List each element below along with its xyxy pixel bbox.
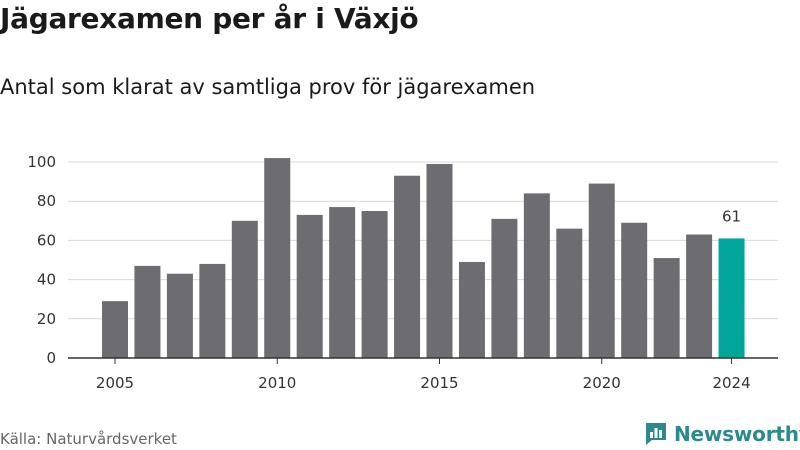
bars xyxy=(102,158,745,358)
bar-2024 xyxy=(718,238,745,358)
bar-2012 xyxy=(329,207,356,358)
chart-subtitle: Antal som klarat av samtliga prov för jä… xyxy=(0,75,536,99)
newsworthy-logo-icon xyxy=(646,423,666,445)
bar-2014 xyxy=(394,175,421,358)
y-tick-label: 20 xyxy=(37,310,56,328)
y-tick-label: 0 xyxy=(46,349,56,367)
bar-2006 xyxy=(134,265,161,358)
bar-2015 xyxy=(426,163,453,358)
y-tick-label: 100 xyxy=(27,153,56,171)
bar-2023 xyxy=(686,234,713,358)
bar-chart: 0 20 40 60 80 100 2005 2010 2015 2020 2024 61 xyxy=(27,153,778,392)
bar-2020 xyxy=(588,183,615,358)
bar-2019 xyxy=(556,228,583,358)
bar-2007 xyxy=(166,273,193,358)
bar-2008 xyxy=(199,263,226,358)
x-tick-label: 2005 xyxy=(96,374,134,392)
bar-2010 xyxy=(264,158,291,358)
x-tick-label: 2020 xyxy=(583,374,621,392)
data-label-2024: 61 xyxy=(722,207,741,225)
bar-2022 xyxy=(653,258,680,358)
bar-2017 xyxy=(491,218,518,358)
bar-2021 xyxy=(621,222,648,358)
source-note: Källa: Naturvårdsverket xyxy=(0,430,177,448)
x-tick-label: 2010 xyxy=(258,374,296,392)
bar-2009 xyxy=(231,220,258,358)
bar-2005 xyxy=(102,301,128,358)
y-tick-label: 40 xyxy=(37,271,56,289)
bar-2011 xyxy=(296,214,323,358)
x-tick-label: 2024 xyxy=(712,374,750,392)
chart-title: Jägarexamen per år i Växjö xyxy=(0,2,419,35)
brand-name: Newsworthy xyxy=(674,422,800,446)
bar-2018 xyxy=(523,193,550,358)
axes: 0 20 40 60 80 100 2005 2010 2015 2020 2024 xyxy=(27,153,778,392)
bar-2013 xyxy=(361,211,388,358)
bar-2016 xyxy=(458,261,485,358)
brand-logo[interactable]: Newsworthy xyxy=(644,420,800,448)
x-tick-label: 2015 xyxy=(420,374,458,392)
y-tick-label: 60 xyxy=(37,231,56,249)
data-labels: 61 xyxy=(722,207,741,225)
y-tick-label: 80 xyxy=(37,192,56,210)
